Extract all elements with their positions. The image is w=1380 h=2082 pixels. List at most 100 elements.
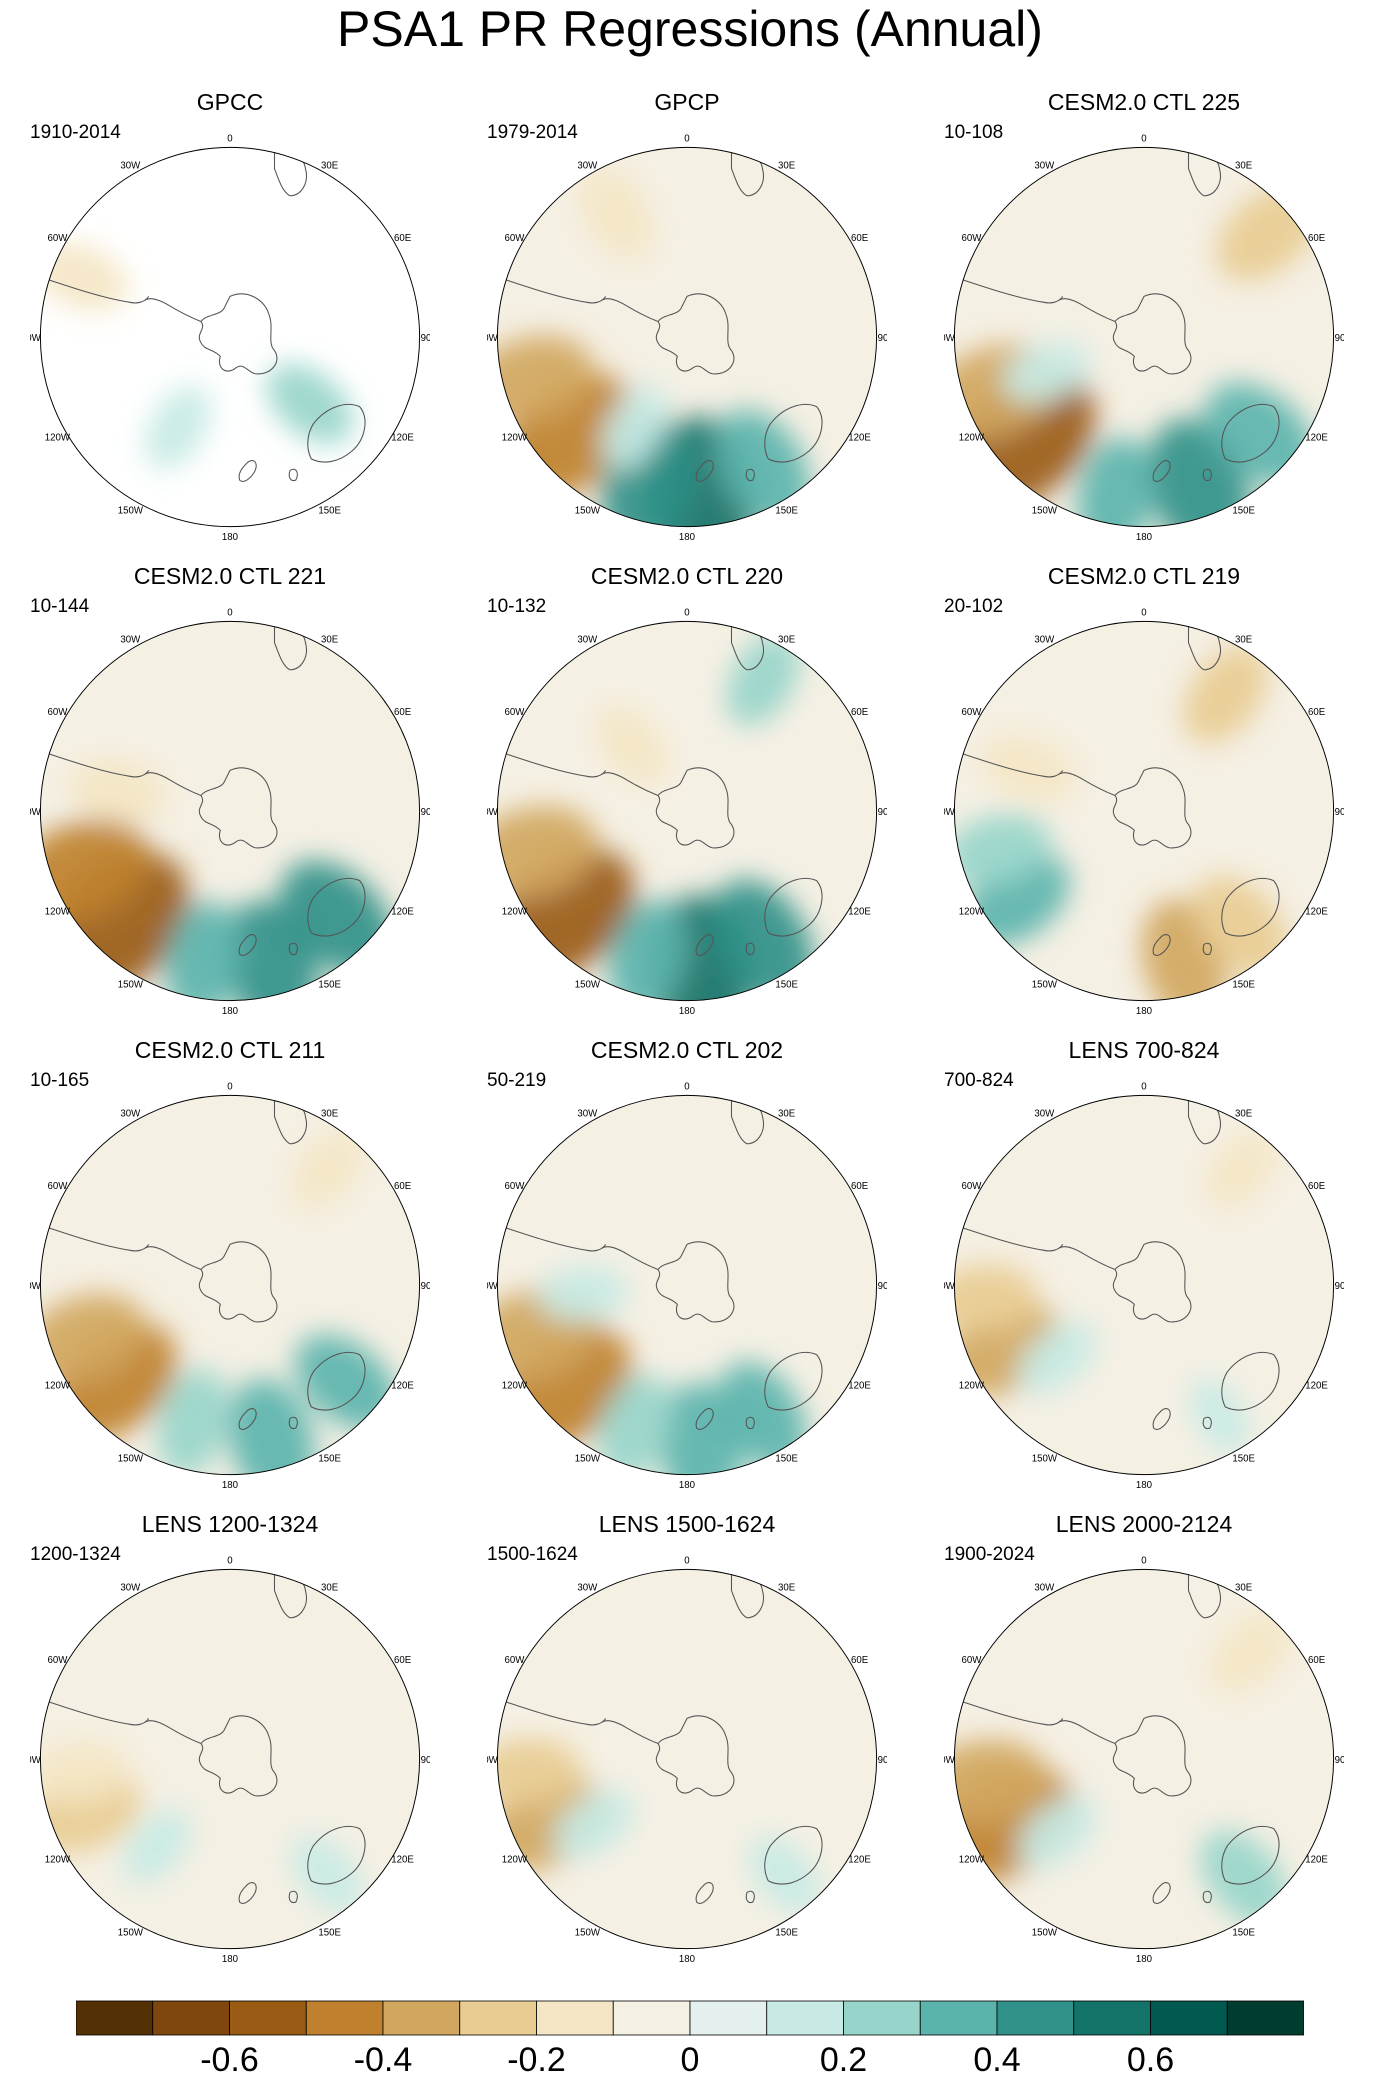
panel-years: 10-144	[30, 596, 90, 617]
colorbar-segment	[382, 2000, 461, 2036]
longitude-label: 180	[1136, 1006, 1152, 1017]
longitude-label: 150E	[318, 505, 341, 516]
colorbar-segment	[152, 2000, 230, 2036]
longitude-label: 90W	[30, 1755, 42, 1766]
longitude-label: 150E	[318, 1927, 341, 1938]
coastline	[745, 1890, 755, 1904]
longitude-label: 60E	[394, 707, 412, 718]
longitude-label: 60W	[505, 707, 526, 718]
coastline	[288, 1890, 298, 1904]
longitude-label: 30E	[778, 634, 796, 645]
coastline	[695, 1408, 714, 1430]
longitude-label: 150E	[775, 505, 798, 516]
anomaly-region	[1209, 1609, 1294, 1694]
longitude-label: 180	[1136, 1480, 1152, 1491]
longitude-label: 150E	[1232, 1453, 1255, 1464]
coastline	[503, 1226, 607, 1252]
coastline	[695, 934, 714, 956]
longitude-label: 60W	[505, 233, 526, 244]
longitude-label: 90E	[1335, 1755, 1344, 1766]
longitude-label: 0	[684, 1082, 689, 1093]
coastline	[655, 767, 735, 849]
polar-map: 0 30E 60E 90E 120E 150E 180 150W 120W 90W 60W 30W	[944, 608, 1344, 1018]
coastline	[655, 293, 735, 375]
longitude-label: 90E	[878, 1755, 887, 1766]
panel-years: 50-219	[487, 1070, 547, 1091]
longitude-label: 120W	[45, 1381, 71, 1392]
coastline	[960, 752, 1064, 778]
longitude-label: 60E	[851, 1181, 869, 1192]
coastline	[198, 1715, 278, 1797]
anomaly-region	[1190, 1378, 1250, 1455]
longitude-label: 30E	[1235, 634, 1253, 645]
polar-map: 0 30E 60E 90E 120E 150E 180 150W 120W 90W 60W 30W	[944, 1082, 1344, 1492]
anomaly-region	[40, 1741, 130, 1804]
longitude-label: 90W	[30, 807, 42, 818]
coastline	[601, 1246, 659, 1271]
coastline	[307, 403, 366, 463]
map-panel: GPCC 1910-2014 0 30E 60E 90E 120E 150E 180 150W 12…	[30, 88, 430, 543]
map-border	[496, 146, 878, 528]
longitude-label: 60E	[851, 707, 869, 718]
panel-years: 1910-2014	[30, 122, 121, 143]
longitude-label: 0	[684, 608, 689, 619]
longitude-label: 60E	[394, 1181, 412, 1192]
longitude-label: 120E	[848, 907, 871, 918]
longitude-label: 90E	[421, 807, 430, 818]
page-title: PSA1 PR Regressions (Annual)	[337, 1, 1043, 57]
longitude-label: 0	[1141, 1556, 1146, 1567]
longitude-label: 60W	[962, 1181, 983, 1192]
map-border	[496, 620, 878, 1002]
polar-map: 0 30E 60E 90E 120E 150E 180 150W 120W 90W 60W 30W	[944, 134, 1344, 544]
longitude-label: 150W	[575, 1927, 601, 1938]
longitude-label: 30W	[120, 1582, 141, 1593]
coastline	[238, 934, 257, 956]
anomaly-region	[595, 706, 669, 786]
anomaly-region	[597, 1374, 673, 1475]
longitude-label: 30W	[120, 634, 141, 645]
longitude-label: 120E	[1305, 907, 1328, 918]
longitude-label: 180	[1136, 1954, 1152, 1965]
longitude-label: 120W	[502, 907, 528, 918]
colorbar-tick-label: 0.2	[819, 2041, 868, 2079]
coastline	[46, 1226, 150, 1252]
panel-title: LENS 1200-1324	[141, 1511, 319, 1537]
colorbar-tick-label: -0.4	[353, 2041, 413, 2079]
anomaly-region	[1001, 342, 1091, 403]
anomaly-region	[1017, 1321, 1097, 1395]
longitude-label: 150W	[1032, 1927, 1058, 1938]
anomaly-region	[954, 1739, 1048, 1824]
coastline	[288, 468, 298, 482]
longitude-label: 150W	[575, 505, 601, 516]
longitude-label: 120W	[502, 1381, 528, 1392]
polar-map: 0 30E 60E 90E 120E 150E 180 150W 120W 90W 60W 30W	[487, 608, 887, 1018]
coastline	[1202, 1890, 1212, 1904]
coastline	[1152, 1408, 1171, 1430]
longitude-label: 180	[679, 1954, 695, 1965]
longitude-label: 90W	[487, 333, 499, 344]
map-border	[39, 1568, 421, 1950]
longitude-label: 90W	[944, 1755, 956, 1766]
polar-map: 0 30E 60E 90E 120E 150E 180 150W 120W 90W 60W 30W	[487, 134, 887, 544]
panel-years: 1900-2024	[944, 1544, 1035, 1565]
coastline	[503, 278, 607, 304]
anomaly-region	[165, 901, 243, 1001]
longitude-label: 120E	[391, 907, 414, 918]
polar-map: 0 30E 60E 90E 120E 150E 180 150W 120W 90W 60W 30W	[30, 134, 430, 544]
coastline	[46, 752, 150, 778]
longitude-label: 60W	[962, 707, 983, 718]
longitude-label: 90E	[1335, 807, 1344, 818]
panel-title: CESM2.0 CTL 220	[590, 563, 784, 589]
map-border	[39, 620, 421, 1002]
longitude-label: 90E	[1335, 1281, 1344, 1292]
colorbar-segment	[536, 2000, 614, 2036]
anomaly-region	[608, 899, 688, 1001]
coastline	[601, 298, 659, 323]
coastline	[960, 1700, 1064, 1726]
colorbar-tick-label: 0	[680, 2041, 700, 2079]
longitude-label: 150E	[318, 979, 341, 990]
longitude-label: 60E	[394, 233, 412, 244]
coastline	[503, 752, 607, 778]
longitude-label: 120E	[1305, 1381, 1328, 1392]
longitude-label: 120W	[502, 1855, 528, 1866]
